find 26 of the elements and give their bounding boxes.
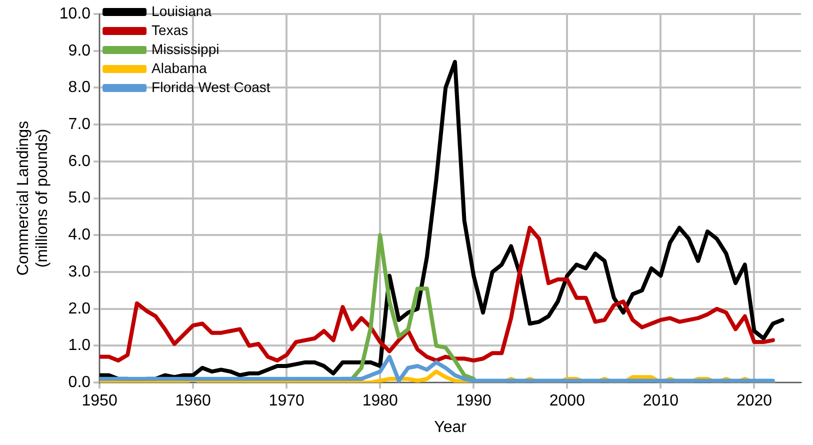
legend-label: Louisiana xyxy=(152,2,212,19)
x-tick-label: 1990 xyxy=(456,392,492,410)
y-axis-title: Commercial Landings (millions of pounds) xyxy=(15,120,52,276)
x-tick-label: 1950 xyxy=(82,392,118,410)
y-tick-label: 8.0 xyxy=(68,79,91,96)
y-tick-label: 7.0 xyxy=(68,116,91,133)
x-tick-label: 2010 xyxy=(642,392,679,410)
y-tick-label: 0.0 xyxy=(68,374,91,392)
x-tick-label: 2000 xyxy=(549,392,586,410)
x-tick-label: 1960 xyxy=(175,392,211,410)
y-tick-label: 5.0 xyxy=(68,190,91,207)
y-tick-label: 10.0 xyxy=(59,5,91,22)
y-tick-label: 6.0 xyxy=(68,152,91,170)
y-tick-label: 1.0 xyxy=(68,337,91,354)
legend-label: Florida West Coast xyxy=(152,78,270,95)
x-tick-label: 1970 xyxy=(268,392,304,410)
y-tick-label: 2.0 xyxy=(68,300,91,318)
legend-label: Texas xyxy=(152,22,188,38)
x-axis-title: Year xyxy=(434,418,468,436)
x-tick-label: 2020 xyxy=(736,392,772,410)
legend-label: Alabama xyxy=(152,60,208,76)
y-tick-label: 4.0 xyxy=(68,226,91,244)
legend-label: Mississippi xyxy=(152,40,220,57)
x-tick-label: 1980 xyxy=(362,392,398,410)
y-tick-label: 9.0 xyxy=(68,42,91,60)
y-tick-label: 3.0 xyxy=(68,263,91,280)
